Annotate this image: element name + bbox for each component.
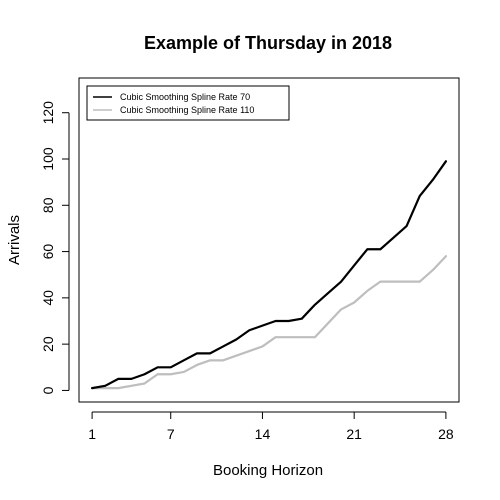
series-line-rate-70	[90, 160, 447, 390]
series-line-rate-110	[90, 255, 447, 390]
x-tick-label: 7	[167, 426, 175, 442]
x-tick-label: 28	[438, 426, 454, 442]
x-axis: 1 7 14 21 28	[88, 411, 454, 442]
y-tick-label: 20	[40, 336, 56, 352]
x-tick-label: 14	[255, 426, 271, 442]
legend-label-rate-110: Cubic Smoothing Spline Rate 110	[120, 105, 254, 115]
y-tick-label: 80	[40, 197, 56, 213]
plot-frame	[78, 77, 460, 403]
y-axis-label: Arrivals	[6, 215, 23, 265]
legend-box	[86, 85, 290, 121]
x-tick-label: 21	[346, 426, 362, 442]
x-axis-label: Booking Horizon	[213, 462, 323, 479]
x-tick-label: 1	[88, 426, 96, 442]
y-tick-label: 0	[40, 386, 56, 394]
legend: Cubic Smoothing Spline Rate 70 Cubic Smo…	[86, 85, 290, 121]
y-axis: 0 20 40 60 80 100 120	[40, 101, 70, 394]
y-tick-label: 120	[40, 101, 56, 125]
y-tick-label: 40	[40, 290, 56, 306]
y-tick-label: 100	[40, 147, 56, 171]
y-tick-label: 60	[40, 244, 56, 260]
series-group	[90, 160, 447, 390]
chart-title: Example of Thursday in 2018	[144, 33, 392, 53]
legend-label-rate-70: Cubic Smoothing Spline Rate 70	[120, 92, 250, 102]
